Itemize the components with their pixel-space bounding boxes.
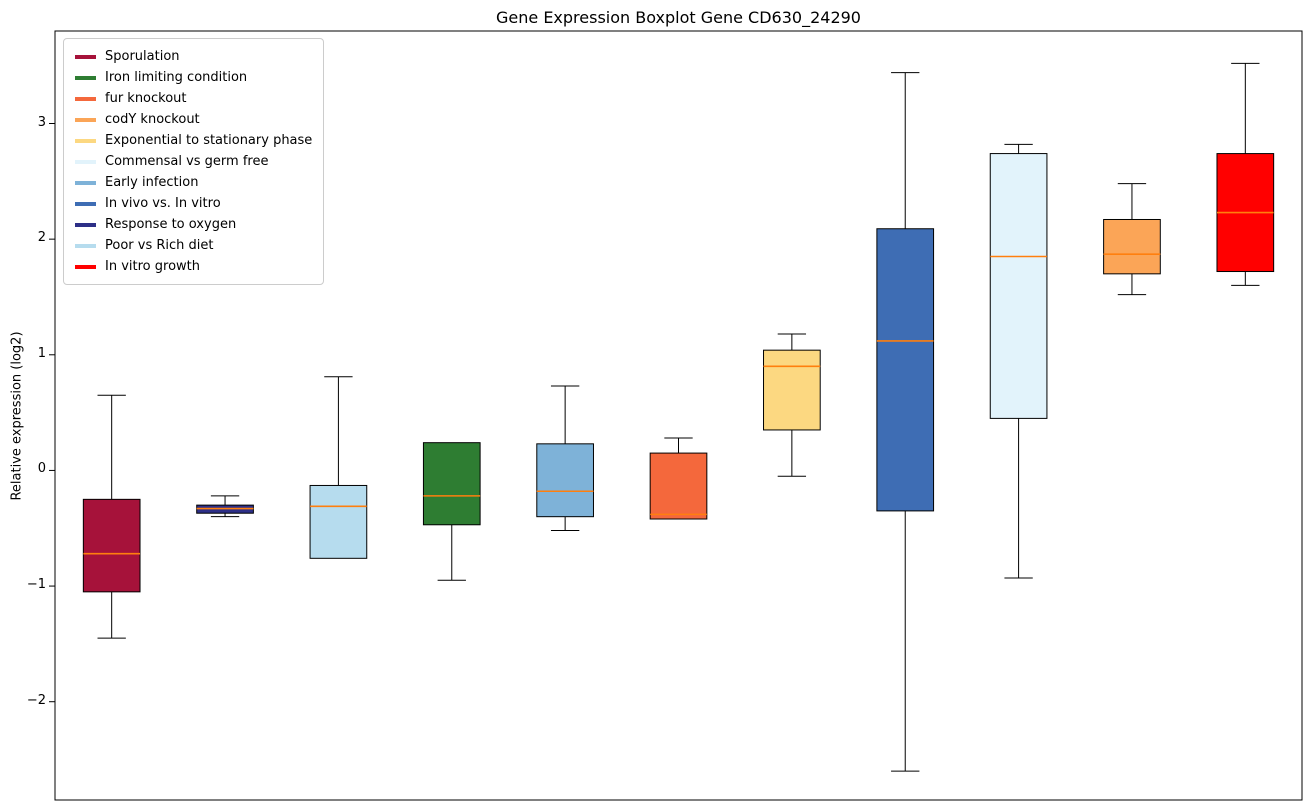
axes-frame <box>54 30 1303 801</box>
box-rect <box>763 349 821 431</box>
box-rect <box>989 153 1048 419</box>
legend-item: Iron limiting condition <box>75 67 312 88</box>
legend-label: Exponential to stationary phase <box>105 133 313 148</box>
legend: Sporulation Iron limiting condition fur kn… <box>63 38 325 285</box>
box-sporulation <box>82 394 141 639</box>
legend-swatch <box>75 264 96 269</box>
y-tick-label: −2 <box>26 692 46 708</box>
y-tick-label: 0 <box>37 461 46 477</box>
legend-item: In vitro growth <box>75 256 312 277</box>
box-in-vitro-growth <box>1216 62 1275 286</box>
box-rect <box>422 442 481 526</box>
box-iron-limiting-condition <box>422 442 481 581</box>
box-cody-knockout <box>1103 183 1161 296</box>
legend-swatch <box>75 96 96 101</box>
legend-label: In vivo vs. In vitro <box>105 196 221 211</box>
legend-label: Response to oxygen <box>105 217 237 232</box>
legend-label: fur knockout <box>105 91 187 106</box>
y-tick-label: 2 <box>37 230 46 246</box>
legend-label: Sporulation <box>105 49 180 64</box>
legend-label: In vitro growth <box>105 259 200 274</box>
legend-item: codY knockout <box>75 109 312 130</box>
legend-label: Iron limiting condition <box>105 70 248 85</box>
legend-swatch <box>75 201 96 206</box>
legend-item: In vivo vs. In vitro <box>75 193 312 214</box>
box-exponential-to-stationary-phase <box>763 333 821 477</box>
legend-item: Exponential to stationary phase <box>75 130 312 151</box>
box-poor-vs-rich-diet <box>309 376 368 559</box>
legend-item: Commensal vs germ free <box>75 151 312 172</box>
legend-item: Poor vs Rich diet <box>75 235 312 256</box>
legend-item: Sporulation <box>75 46 312 67</box>
box-commensal-vs-germ-free <box>989 143 1048 579</box>
box-early-infection <box>536 385 594 532</box>
box-rect <box>82 498 141 593</box>
box-fur-knockout <box>649 437 708 520</box>
legend-label: codY knockout <box>105 112 200 127</box>
legend-label: Poor vs Rich diet <box>105 238 214 253</box>
box-rect <box>1103 218 1161 275</box>
chart-title: Gene Expression Boxplot Gene CD630_24290 <box>496 8 861 27</box>
legend-item: Response to oxygen <box>75 214 312 235</box>
legend-label: Early infection <box>105 175 199 190</box>
box-rect <box>649 452 708 520</box>
y-tick-label: 1 <box>37 345 46 361</box>
legend-swatch <box>75 75 96 80</box>
legend-item: Early infection <box>75 172 312 193</box>
box-rect <box>309 484 368 559</box>
legend-swatch <box>75 180 96 185</box>
box-rect <box>536 443 594 518</box>
y-tick-label: −1 <box>26 577 46 593</box>
legend-swatch <box>75 54 96 59</box>
legend-swatch <box>75 222 96 227</box>
box-in-vivo-vs-in-vitro <box>876 72 935 772</box>
legend-item: fur knockout <box>75 88 312 109</box>
box-rect <box>876 228 935 512</box>
legend-swatch <box>75 117 96 122</box>
box-response-to-oxygen <box>196 495 254 518</box>
y-tick-label: 3 <box>37 114 46 130</box>
legend-label: Commensal vs germ free <box>105 154 269 169</box>
legend-swatch <box>75 243 96 248</box>
legend-swatch <box>75 138 96 143</box>
legend-swatch <box>75 159 96 164</box>
